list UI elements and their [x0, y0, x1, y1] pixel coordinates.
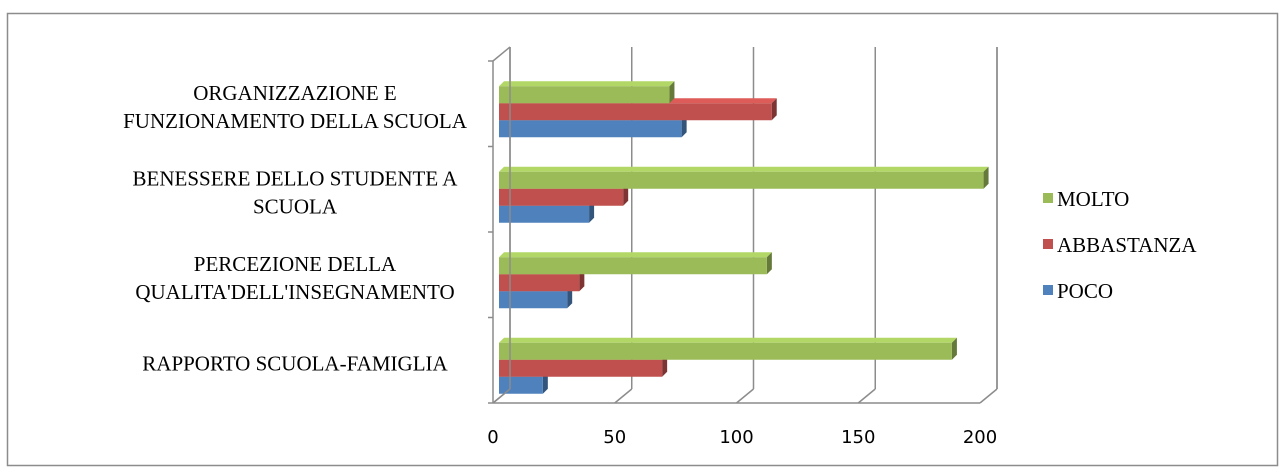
x-tick-label-150: 150 [841, 427, 875, 448]
category-label: QUALITA'DELL'INSEGNAMENTO [135, 280, 454, 304]
category-label: PERCEZIONE DELLA [194, 252, 397, 276]
gridline-floor-200 [979, 388, 998, 404]
bar-front-face [499, 120, 682, 138]
bar-top-face [499, 81, 675, 87]
legend-label: POCO [1057, 279, 1113, 303]
category-label: BENESSERE DELLO STUDENTE A [133, 166, 459, 190]
bar-front-face [499, 257, 767, 275]
bar-end-face [589, 200, 595, 223]
legend-swatch [1043, 285, 1053, 295]
category-label: FUNZIONAMENTO DELLA SCUOLA [123, 109, 468, 133]
bar-top-face [499, 252, 772, 258]
category-label: RAPPORTO SCUOLA-FAMIGLIA [142, 351, 448, 375]
bar-end-face [983, 166, 989, 189]
x-tick-label-100: 100 [719, 427, 753, 448]
bar-end-face [669, 81, 675, 104]
bar-molto-1 [499, 252, 772, 275]
bar-front-face [499, 274, 580, 292]
bar-front-face [499, 342, 952, 360]
bar-molto-0 [499, 337, 957, 360]
legend-swatch [1043, 193, 1053, 203]
legend-item-abbastanza: ABBASTANZA [1043, 233, 1197, 257]
bar-front-face [499, 188, 624, 206]
left-wall-bottom-edge [492, 388, 511, 404]
bar-end-face [766, 252, 772, 275]
gridline-floor-100 [736, 388, 754, 404]
bar-front-face [499, 291, 568, 309]
bar-front-face [499, 359, 663, 377]
legend-item-molto: MOLTO [1043, 187, 1129, 211]
legend-swatch [1043, 239, 1053, 249]
bar-end-face [567, 286, 573, 309]
bar-top-face [499, 166, 989, 172]
bar-end-face [579, 269, 585, 292]
bar-end-face [542, 371, 548, 394]
bar-top-face [499, 337, 957, 343]
bar-front-face [499, 205, 590, 223]
bar-front-face [499, 376, 543, 394]
category-label: SCUOLA [253, 194, 338, 218]
left-wall-top-edge [492, 46, 511, 62]
legend-label: ABBASTANZA [1057, 233, 1197, 257]
legend-label: MOLTO [1057, 187, 1129, 211]
bar-end-face [662, 354, 668, 377]
x-tick-label-50: 50 [603, 427, 626, 448]
category-label: ORGANIZZAZIONE E [193, 81, 397, 105]
bar-end-face [623, 183, 629, 206]
bar-molto-3 [499, 81, 675, 104]
bar-front-face [499, 86, 670, 104]
bar-molto-2 [499, 166, 989, 189]
gridline-floor-50 [614, 388, 633, 404]
bar-front-face [499, 171, 984, 189]
x-tick-label-200: 200 [963, 427, 997, 448]
x-tick-label-0: 0 [487, 427, 498, 448]
bar-end-face [681, 115, 687, 138]
bar-front-face [499, 103, 772, 121]
legend-item-poco: POCO [1043, 279, 1113, 303]
bar-end-face [951, 337, 957, 360]
bar-end-face [771, 98, 777, 121]
gridline-floor-150 [857, 388, 876, 404]
